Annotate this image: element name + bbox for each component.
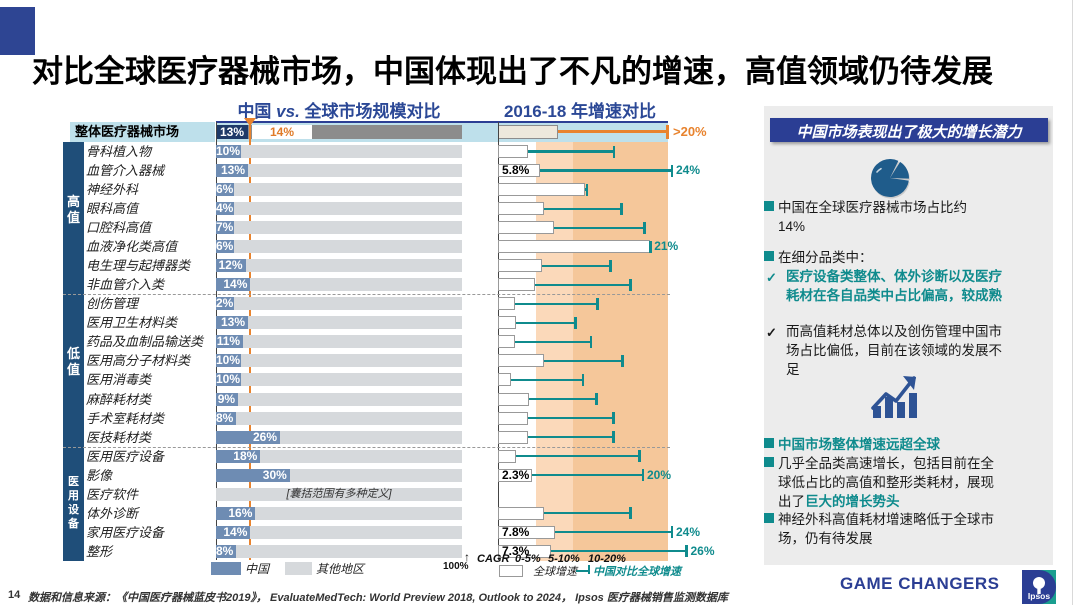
svg-text:Ipsos: Ipsos [1028, 591, 1050, 601]
